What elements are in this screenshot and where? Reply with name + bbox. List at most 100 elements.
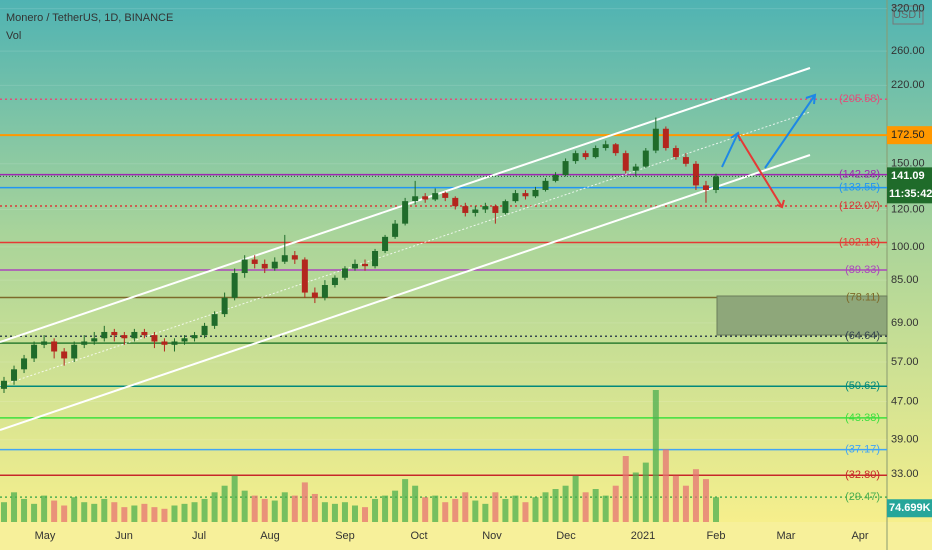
candle-body [31, 344, 38, 359]
level-label: (43.38) [845, 412, 880, 424]
candle-body [713, 176, 719, 190]
volume-bar [351, 505, 358, 522]
volume-bar [21, 498, 28, 522]
candle-body [532, 189, 539, 197]
candle-body [672, 148, 679, 158]
volume-bar [702, 479, 709, 522]
level-label: 172.50 [891, 129, 925, 141]
candle-body [251, 259, 258, 264]
candle-body [301, 259, 308, 293]
background [0, 0, 932, 522]
candle-body [562, 161, 569, 176]
candle-body [582, 153, 589, 158]
volume-bar [512, 495, 519, 522]
y-tick-label: 69.00 [891, 317, 919, 329]
subtitle: Vol [6, 30, 21, 42]
volume-bar [492, 492, 499, 522]
volume-bar [211, 492, 218, 522]
candle-body [642, 150, 649, 167]
volume-bar [612, 485, 619, 522]
y-tick-label: 57.00 [891, 356, 919, 368]
level-label: (64.64) [845, 330, 880, 342]
volume-bar [402, 479, 409, 522]
candle-body [392, 223, 399, 237]
y-tick-label: 150.00 [891, 158, 925, 170]
candle-body [91, 338, 98, 342]
y-tick-label: 85.00 [891, 274, 919, 286]
volume-bar [412, 485, 419, 522]
volume-bar [542, 492, 549, 522]
y-tick-label: 220.00 [891, 79, 925, 91]
y-tick-label: 39.00 [891, 434, 919, 446]
volume-bar [331, 503, 338, 522]
price-label: 141.09 [891, 170, 925, 182]
candle-body [321, 285, 328, 298]
y-tick-label: 100.00 [891, 241, 925, 253]
volume-bar [191, 502, 198, 522]
volume-bar [161, 508, 168, 522]
level-label: (133.55) [839, 181, 880, 193]
volume-bar [91, 503, 98, 522]
candle-body [61, 351, 68, 359]
x-tick-label: Nov [482, 530, 502, 542]
volume-bar [81, 502, 88, 522]
candle-body [692, 163, 699, 186]
volume-bar [121, 507, 128, 522]
volume-label: 74.699K [889, 502, 931, 514]
candle-body [71, 344, 78, 359]
candle-body [612, 144, 619, 154]
candle-body [372, 250, 379, 267]
candle-body [261, 263, 268, 269]
candle-body [81, 341, 88, 345]
candle-body [331, 277, 338, 286]
volume-bar [51, 500, 58, 522]
x-tick-label: Sep [335, 530, 355, 542]
candle-body [362, 263, 369, 267]
candle-body [41, 341, 48, 345]
volume-bar [482, 503, 489, 522]
chart-title: Monero / TetherUS, 1D, BINANCE [6, 12, 173, 24]
candle-body [462, 206, 469, 213]
candle-body [592, 148, 599, 158]
level-label: (37.17) [845, 443, 880, 455]
volume-bar [221, 485, 228, 522]
level-label: (32.80) [845, 469, 880, 481]
arrows [721, 93, 817, 209]
x-tick-label: Oct [410, 530, 427, 542]
level-label: (205.58) [839, 93, 880, 105]
y-tick-label: 120.00 [891, 203, 925, 215]
volume-bar [131, 505, 138, 522]
level-label: (142.28) [839, 169, 880, 181]
volume-bar [111, 502, 118, 522]
volume-bar [552, 489, 559, 522]
candle-body [662, 128, 669, 149]
candle-body [552, 175, 559, 181]
level-label: (29.47) [845, 491, 880, 503]
candle-body [281, 255, 288, 262]
volume-bar [662, 449, 669, 522]
volume-bar [432, 495, 439, 522]
candle-body [221, 297, 228, 315]
candle-body [482, 206, 489, 210]
candle-body [1, 380, 7, 389]
volume-bar [281, 492, 288, 522]
candle-body [382, 236, 389, 251]
volume-bar [1, 502, 7, 522]
candle-body [291, 255, 298, 260]
countdown-label: 11:35:42 [889, 188, 932, 200]
zone-box [716, 295, 888, 336]
volume-bar [422, 497, 429, 522]
x-tick-label: Jul [192, 530, 206, 542]
volume-bar [452, 498, 459, 522]
volume-bar [532, 497, 539, 522]
level-tag [887, 126, 932, 145]
x-tick-label: Feb [707, 530, 726, 542]
volume-bar [652, 390, 659, 522]
candle-body [51, 341, 58, 352]
volume-bar [271, 500, 278, 522]
candle-body [211, 314, 218, 326]
candle-body [101, 331, 108, 339]
candle-body [271, 261, 278, 269]
volume-bar [151, 507, 158, 522]
